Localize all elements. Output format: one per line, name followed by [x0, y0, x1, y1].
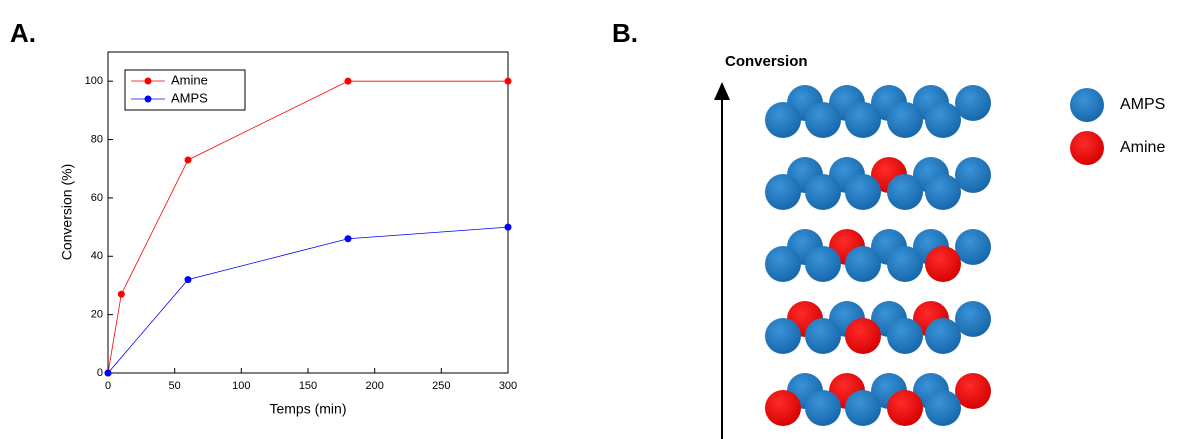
- monomer: [887, 102, 923, 138]
- monomer: [845, 246, 881, 282]
- y-tick-label: 20: [91, 309, 103, 321]
- legend-marker: [144, 95, 152, 103]
- data-point: [184, 276, 192, 284]
- legend-label: Amine: [1120, 139, 1165, 156]
- x-tick-label: 150: [299, 380, 317, 392]
- monomer: [887, 318, 923, 354]
- monomer: [765, 102, 801, 138]
- panel-label: A.: [10, 18, 36, 48]
- x-axis-label: Temps (min): [269, 401, 346, 417]
- monomer: [765, 390, 801, 426]
- monomer: [925, 174, 961, 210]
- monomer: [925, 102, 961, 138]
- monomer: [955, 85, 991, 121]
- data-point: [344, 235, 352, 243]
- legend-label: AMPS: [1120, 96, 1165, 113]
- monomer: [845, 318, 881, 354]
- monomer: [805, 390, 841, 426]
- legend-box: [124, 69, 246, 111]
- monomer: [887, 246, 923, 282]
- monomer: [845, 174, 881, 210]
- monomer: [845, 390, 881, 426]
- legend-label: Amine: [171, 72, 208, 87]
- legend-label: AMPS: [171, 90, 208, 105]
- x-tick-label: 250: [432, 380, 450, 392]
- data-point: [344, 77, 352, 85]
- data-point: [117, 290, 125, 298]
- monomer: [955, 373, 991, 409]
- monomer: [765, 246, 801, 282]
- monomer: [887, 174, 923, 210]
- legend-swatch: [1070, 131, 1104, 165]
- series-line: [107, 226, 509, 374]
- chains: [765, 85, 991, 426]
- legend-marker: [144, 77, 152, 85]
- data-point: [504, 223, 512, 231]
- y-tick-label: 40: [91, 250, 103, 262]
- y-tick-label: 100: [85, 75, 103, 87]
- monomer: [925, 318, 961, 354]
- x-tick-label: 0: [105, 380, 111, 392]
- monomer: [955, 301, 991, 337]
- data-point: [504, 77, 512, 85]
- monomer: [765, 318, 801, 354]
- y-axis-label: Conversion (%): [59, 164, 75, 260]
- y-tick-label: 80: [91, 133, 103, 145]
- monomer: [805, 102, 841, 138]
- monomer: [925, 246, 961, 282]
- x-tick-label: 50: [169, 380, 181, 392]
- data-point: [104, 369, 112, 377]
- monomer: [805, 318, 841, 354]
- axis-label: Conversion: [725, 53, 808, 70]
- series-line: [107, 80, 508, 374]
- y-tick-label: 0: [97, 367, 103, 379]
- x-tick-label: 100: [232, 380, 250, 392]
- monomer: [955, 157, 991, 193]
- monomer: [805, 174, 841, 210]
- legend-swatch: [1070, 88, 1104, 122]
- x-tick-label: 300: [499, 380, 517, 392]
- x-tick-label: 200: [365, 380, 383, 392]
- monomer: [805, 246, 841, 282]
- monomer: [765, 174, 801, 210]
- panel-label: B.: [612, 18, 638, 48]
- data-point: [184, 156, 192, 164]
- monomer: [887, 390, 923, 426]
- monomer: [845, 102, 881, 138]
- monomer: [955, 229, 991, 265]
- monomer: [925, 390, 961, 426]
- y-tick-label: 60: [91, 192, 103, 204]
